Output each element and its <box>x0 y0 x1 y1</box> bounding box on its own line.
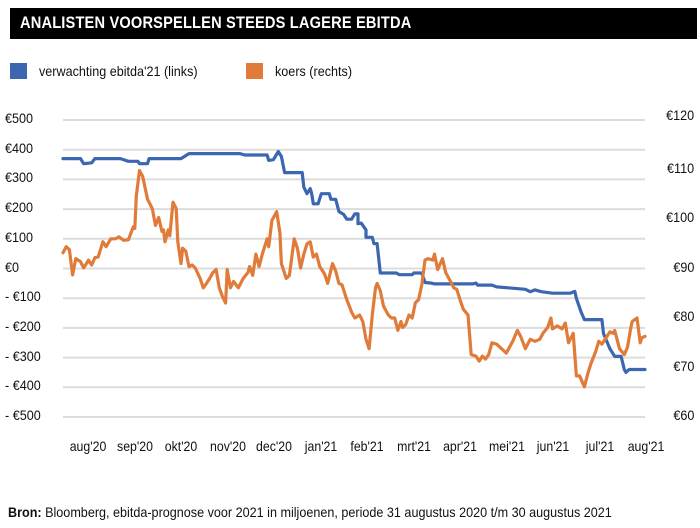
y-left-tick-label: - €100 <box>5 288 41 305</box>
x-tick-label: okt'20 <box>164 438 198 454</box>
y-right-tick-label: €80 <box>672 308 694 324</box>
y-left-tick-label: €0 <box>5 258 20 275</box>
x-tick-label: jun'21 <box>536 438 570 454</box>
x-tick-label: apr'21 <box>443 438 477 454</box>
y-left-tick-label: - €400 <box>5 377 41 394</box>
x-tick-label: jan'21 <box>304 438 337 454</box>
y-right-tick-label: €110 <box>666 159 694 176</box>
y-left-tick-label: - €300 <box>5 347 41 364</box>
x-tick-label: sep'20 <box>116 438 153 454</box>
legend-swatch-ebitda <box>10 63 27 79</box>
y-left-tick-label: - €500 <box>5 407 41 423</box>
y-left-tick-label: €400 <box>5 139 34 156</box>
x-tick-label: aug'20 <box>69 438 107 454</box>
x-tick-label: nov'20 <box>209 438 246 454</box>
x-tick-label: mrt'21 <box>396 438 431 454</box>
legend: verwachting ebitda'21 (links) koers (rec… <box>10 63 610 83</box>
series-line-koers <box>61 168 647 389</box>
legend-item-koers: koers (rechts) <box>246 63 361 79</box>
y-left-tick-label: €200 <box>5 199 34 216</box>
x-tick-label: aug'21 <box>627 438 665 454</box>
x-tick-label: mei'21 <box>488 438 525 454</box>
source-text: Bloomberg, ebitda-prognose voor 2021 in … <box>45 504 612 520</box>
source-label: Bron: <box>8 504 42 520</box>
series-line-ebitda <box>61 149 647 374</box>
y-right-tick-label: €90 <box>672 258 694 275</box>
y-left-tick-label: €100 <box>5 228 34 245</box>
legend-label-ebitda: verwachting ebitda'21 (links) <box>39 63 198 79</box>
legend-item-ebitda: verwachting ebitda'21 (links) <box>10 63 215 79</box>
x-tick-label: dec'20 <box>256 438 292 454</box>
legend-label-koers: koers (rechts) <box>275 63 353 79</box>
y-left-tick-label: €300 <box>5 169 34 186</box>
x-tick-label: feb'21 <box>350 438 384 454</box>
y-right-tick-label: €70 <box>672 357 694 374</box>
legend-swatch-koers <box>246 63 263 79</box>
source-note: Bron: Bloomberg, ebitda-prognose voor 20… <box>8 504 612 520</box>
y-right-tick-label: €60 <box>672 407 694 423</box>
title-bar: ANALISTEN VOORSPELLEN STEEDS LAGERE EBIT… <box>10 8 697 39</box>
y-left-tick-label: - €200 <box>5 317 41 334</box>
y-right-tick-label: €100 <box>665 209 694 225</box>
x-tick-label: jul'21 <box>585 438 614 454</box>
y-right-tick-label: €120 <box>665 107 694 123</box>
y-left-tick-label: €500 <box>5 110 34 126</box>
chart-title: ANALISTEN VOORSPELLEN STEEDS LAGERE EBIT… <box>20 13 412 32</box>
